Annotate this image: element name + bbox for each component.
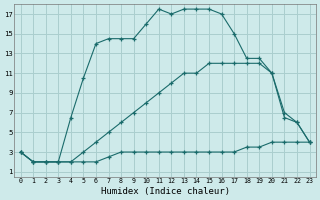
X-axis label: Humidex (Indice chaleur): Humidex (Indice chaleur) [100,187,229,196]
